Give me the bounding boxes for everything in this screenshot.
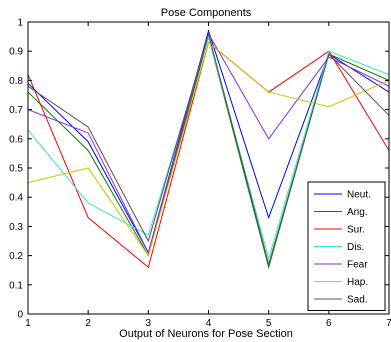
legend-label: Sur. [347, 225, 365, 236]
y-tick-label: 0.2 [9, 251, 23, 262]
legend-label: Ang. [347, 207, 368, 218]
x-tick-label: 1 [25, 318, 31, 329]
series-line-sad [28, 31, 389, 267]
y-tick-label: 0.1 [9, 280, 23, 291]
series-lines [28, 29, 389, 270]
x-tick-label: 7 [386, 318, 391, 329]
x-axis-ticks: 1 2 3 4 5 6 7 [25, 22, 391, 329]
legend-label: Hap. [347, 277, 368, 288]
legend-label: Dis. [347, 242, 364, 253]
legend-label: Fear [347, 260, 368, 271]
legend: Neut. Ang. Sur. Dis. Fear Hap. Sad. [307, 181, 386, 311]
y-tick-label: 0.3 [9, 222, 23, 233]
x-tick-label: 5 [266, 318, 272, 329]
y-tick-label: 0.9 [9, 47, 23, 58]
series-line-dis [28, 34, 389, 261]
plot-area: 1 2 3 4 5 6 7 0 0.1 0.2 0.3 0.4 0.5 0.6 0.7 0.8 0.9 1 [9, 18, 391, 330]
x-axis-label: Output of Neurons for Pose Section [119, 328, 293, 340]
y-tick-label: 0.6 [9, 134, 23, 145]
chart-title: Pose Components [161, 7, 252, 19]
x-tick-label: 2 [85, 318, 91, 329]
y-tick-label: 0 [17, 310, 23, 321]
series-line-hap [28, 41, 389, 257]
x-tick-label: 3 [146, 318, 152, 329]
legend-label: Sad. [347, 295, 368, 306]
y-tick-label: 0.5 [9, 164, 23, 175]
y-tick-label: 1 [17, 18, 23, 29]
x-tick-label: 6 [326, 318, 332, 329]
y-tick-label: 0.7 [9, 105, 23, 116]
y-tick-label: 0.4 [9, 193, 23, 204]
legend-label: Neut. [347, 190, 371, 201]
y-tick-label: 0.8 [9, 76, 23, 87]
x-tick-label: 4 [206, 318, 212, 329]
y-axis-ticks: 0 0.1 0.2 0.3 0.4 0.5 0.6 0.7 0.8 0.9 1 [9, 18, 389, 321]
